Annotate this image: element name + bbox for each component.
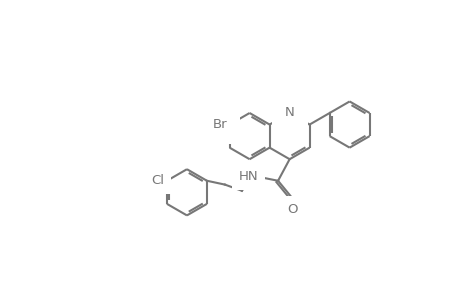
Text: Br: Br <box>212 118 227 131</box>
Text: Cl: Cl <box>151 174 164 187</box>
Text: O: O <box>287 203 297 216</box>
Text: HN: HN <box>238 170 257 183</box>
Text: N: N <box>284 106 294 119</box>
